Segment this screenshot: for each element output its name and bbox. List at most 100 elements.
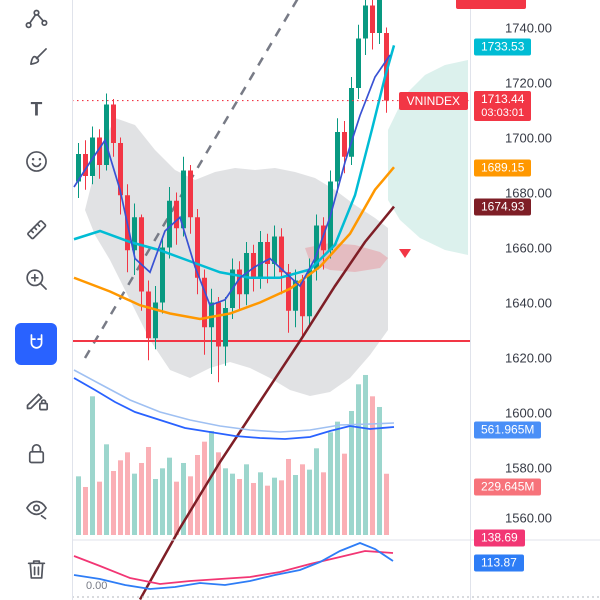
- volume-bar: [286, 458, 291, 535]
- volume-bar: [216, 452, 221, 535]
- candle: [258, 242, 263, 278]
- oscillator-line-blue: [73, 542, 394, 590]
- candle: [181, 170, 186, 229]
- volume-bar: [279, 480, 284, 535]
- volume-bar: [209, 430, 214, 535]
- price-tick: 1720.00: [505, 75, 552, 91]
- volume-bar: [356, 384, 361, 535]
- volume-bar: [111, 470, 116, 535]
- price-tick: 1600.00: [505, 405, 552, 421]
- candle: [251, 253, 256, 278]
- ma-line-orange: [73, 166, 395, 321]
- candle: [384, 33, 389, 101]
- volume-bar: [223, 468, 228, 535]
- candle: [202, 277, 207, 328]
- candle: [104, 104, 109, 165]
- candle: [188, 170, 193, 218]
- price-axis[interactable]: 1740.00 1720.00 1700.00 1680.00 1660.00 1640.…: [470, 0, 600, 600]
- volume-bar: [104, 444, 109, 535]
- text-icon: T: [30, 99, 42, 120]
- emoji-tool-button[interactable]: [15, 140, 57, 182]
- volume-ma-line: [73, 377, 395, 440]
- volume-bar: [90, 396, 95, 535]
- emoji-icon: [25, 150, 47, 172]
- candle: [132, 217, 137, 251]
- candle: [83, 154, 88, 176]
- candle: [195, 217, 200, 278]
- volume-bar: [195, 454, 200, 535]
- symbol-price-label: VNINDEX: [398, 92, 468, 110]
- price-tick: 1640.00: [505, 295, 552, 311]
- volume-bar: [244, 464, 249, 535]
- volume-bar: [167, 457, 172, 535]
- candle: [216, 302, 221, 347]
- volume-bar: [237, 478, 242, 535]
- price-tick: 1560.00: [505, 510, 552, 526]
- volume-ma-line-light: [73, 369, 395, 433]
- pattern-tool-button[interactable]: [15, 0, 57, 40]
- cyan-ma-price-badge: 1733.53: [474, 38, 532, 56]
- delete-tool-button[interactable]: [15, 548, 57, 590]
- volume-bar: [300, 464, 305, 535]
- trendline-drawing[interactable]: [83, 0, 310, 359]
- drawing-lock-tool-button[interactable]: [15, 378, 57, 420]
- osc-pink-value-badge: 138.69: [474, 529, 525, 547]
- volume-bar: [97, 481, 102, 535]
- candle: [356, 38, 361, 88]
- volume-bar: [230, 473, 235, 535]
- drawing-toolbar: T: [0, 0, 73, 600]
- price-tick: 1620.00: [505, 350, 552, 366]
- brush-tool-button[interactable]: [15, 37, 57, 79]
- volume-bar: [160, 468, 165, 535]
- candle: [223, 308, 228, 347]
- candle: [279, 236, 284, 273]
- zoom-in-tool-button[interactable]: [15, 258, 57, 300]
- candle: [314, 225, 319, 270]
- volume-bar: [349, 410, 354, 535]
- ruler-tool-button[interactable]: [15, 208, 57, 250]
- oscillator-line-pink: [73, 550, 394, 585]
- candle: [300, 280, 305, 317]
- candle: [293, 280, 298, 311]
- svg-text:T: T: [30, 99, 42, 120]
- price-tick: 1580.00: [505, 460, 552, 476]
- orange-ma-price-badge: 1689.15: [474, 159, 532, 177]
- candle: [153, 302, 158, 339]
- candle: [97, 137, 102, 165]
- candle: [272, 236, 277, 264]
- volume-ma-badge: 561.965M: [474, 421, 542, 439]
- volume-bar: [174, 481, 179, 535]
- volume-bar: [125, 452, 130, 535]
- ma-line-cyan: [73, 45, 396, 279]
- volume-bar: [307, 469, 312, 535]
- hide-drawings-tool-button[interactable]: [15, 487, 57, 529]
- candle: [90, 137, 95, 176]
- candle: [118, 143, 123, 196]
- brush-icon: [29, 47, 47, 65]
- volume-bar: [251, 482, 256, 535]
- indicator-cloud-green: [388, 60, 468, 255]
- volume-bar: [188, 476, 193, 535]
- magnet-tool-button[interactable]: [15, 323, 57, 365]
- partial-price-badge-top: [456, 0, 526, 9]
- volume-bar: [146, 446, 151, 535]
- pencil-lock-icon: [26, 392, 48, 410]
- lock-tool-button[interactable]: [15, 432, 57, 474]
- candle: [342, 132, 347, 157]
- volume-bar: [370, 396, 375, 535]
- price-tick: 1700.00: [505, 130, 552, 146]
- volume-bar: [265, 485, 270, 535]
- text-tool-button[interactable]: T: [15, 88, 57, 130]
- volume-bar: [342, 453, 347, 535]
- volume-bar: [132, 473, 137, 535]
- candle: [167, 200, 172, 248]
- candle: [174, 200, 179, 229]
- volume-bar: [314, 448, 319, 535]
- eye-icon: [25, 500, 47, 519]
- volume-bar: [258, 472, 263, 535]
- candle: [370, 5, 375, 33]
- volume-bar: [328, 432, 333, 535]
- candle: [377, 0, 382, 33]
- indicator-cloud-gray: [85, 118, 388, 396]
